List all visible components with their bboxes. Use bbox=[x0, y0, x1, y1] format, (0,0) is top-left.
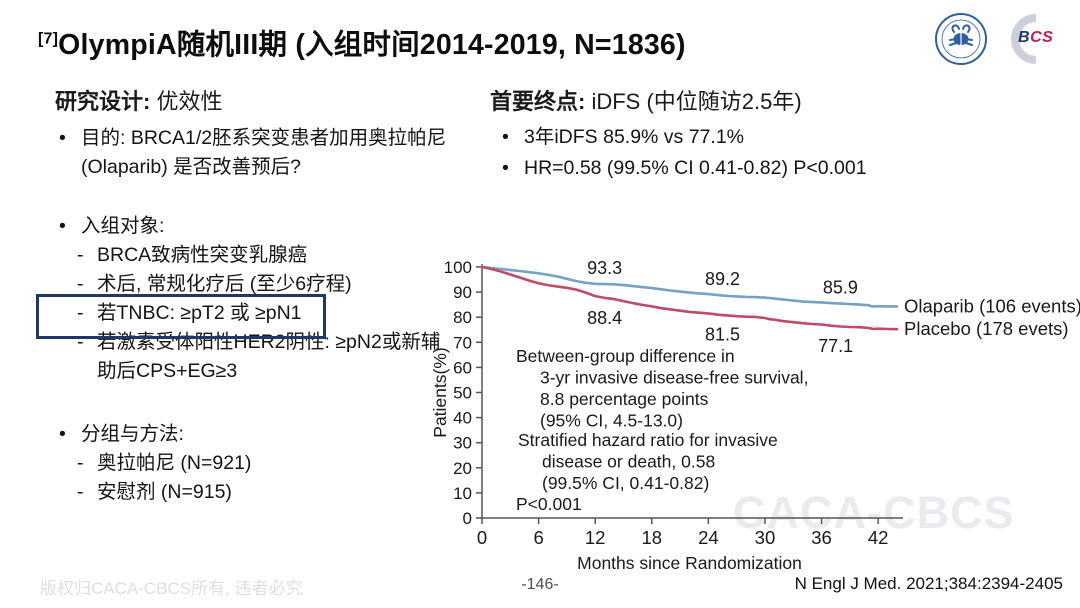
title-text: OlympiA随机III期 (入组时间2014-2019, N=1836) bbox=[58, 29, 686, 61]
x-tick-label: 0 bbox=[477, 527, 487, 548]
x-tick-label: 18 bbox=[641, 527, 662, 548]
enrollment-block: 入组对象: BRCA致病性突变乳腺癌 术后, 常规化疗后 (至少6疗程) 若TN… bbox=[55, 212, 457, 386]
x-tick-label: 24 bbox=[698, 527, 719, 548]
methods-label: 分组与方法: bbox=[55, 420, 457, 449]
study-design-heading-bold: 研究设计: bbox=[55, 89, 151, 114]
curve-point-label: 93.3 bbox=[587, 258, 622, 278]
curve-point-label: 81.5 bbox=[705, 325, 740, 345]
methods-block: 分组与方法: 奥拉帕尼 (N=921) 安慰剂 (N=915) bbox=[55, 420, 457, 507]
caca-association-logo-icon bbox=[935, 13, 987, 65]
y-tick-label: 80 bbox=[453, 308, 472, 327]
bcs-letter-c: C bbox=[1030, 29, 1043, 46]
watermark: CACA-CBCS bbox=[733, 487, 1015, 538]
x-tick-label: 12 bbox=[585, 527, 606, 548]
x-tick-label: 42 bbox=[868, 527, 889, 548]
legend-series-0: Olaparib (106 events) bbox=[904, 295, 1080, 316]
purpose-bullet: 目的: BRCA1/2胚系突变患者加用奥拉帕尼 (Olaparib) 是否改善预… bbox=[55, 124, 457, 182]
chart-annotation: Between-group difference in 3-yr invasive… bbox=[516, 346, 808, 431]
enrollment-label: 入组对象: bbox=[55, 212, 457, 241]
y-tick-label: 40 bbox=[453, 409, 472, 428]
bcs-crescent-icon bbox=[1011, 14, 1037, 64]
study-design-heading: 研究设计: 优效性 bbox=[55, 84, 222, 116]
y-tick-label: 60 bbox=[453, 358, 472, 377]
crab-icon bbox=[949, 24, 973, 46]
y-tick-label: 30 bbox=[453, 434, 472, 453]
y-tick-label: 10 bbox=[453, 484, 472, 503]
page-title: [7]OlympiA随机III期 (入组时间2014-2019, N=1836) bbox=[38, 22, 686, 63]
x-axis-label: Months since Randomization bbox=[577, 553, 802, 573]
km-chart-area: CACA-CBCS 0 10 20 30 40 50 60 70 80 90 100 0 6 12 18 24… bbox=[430, 250, 1080, 585]
x-tick-label: 6 bbox=[533, 527, 543, 548]
bcs-letter-b: B bbox=[1018, 29, 1031, 46]
enrollment-item-postop: 术后, 常规化疗后 (至少6疗程) bbox=[75, 270, 457, 299]
y-axis-label: Patients(%) bbox=[430, 347, 450, 437]
legend-series-1: Placebo (178 evets) bbox=[904, 318, 1069, 339]
title-reference-superscript: [7] bbox=[38, 30, 59, 48]
citation-text: N Engl J Med. 2021;384:2394-2405 bbox=[794, 574, 1063, 593]
km-series-0-curve bbox=[480, 265, 899, 308]
result-idfs: 3年iDFS 85.9% vs 77.1% bbox=[498, 122, 1058, 153]
copyright-text: 版权归CACA-CBCS所有, 违者必究 bbox=[40, 579, 303, 598]
y-tick-label: 70 bbox=[453, 333, 472, 352]
methods-item-olaparib: 奥拉帕尼 (N=921) bbox=[75, 449, 457, 478]
km-chart: 0 10 20 30 40 50 60 70 80 90 100 0 6 12 18 24 30 36 42 Mont… bbox=[430, 258, 1080, 573]
enrollment-item-hr-positive: 若激素受体阳性HER2阴性: ≥pN2或新辅助后CPS+EG≥3 bbox=[75, 328, 457, 386]
x-tick-label: 30 bbox=[755, 527, 776, 548]
y-tick-label: 20 bbox=[453, 459, 472, 478]
km-series-1-curve bbox=[480, 265, 899, 331]
result-hr: HR=0.58 (99.5% CI 0.41-0.82) P<0.001 bbox=[498, 153, 1058, 184]
primary-endpoint-heading: 首要终点: iDFS (中位随访2.5年) bbox=[490, 84, 802, 116]
bcs-letter-s: S bbox=[1042, 29, 1054, 46]
enrollment-item-brca: BRCA致病性突变乳腺癌 bbox=[75, 241, 457, 270]
bcs-letters: BCS bbox=[1018, 29, 1053, 47]
enrollment-item-tnbc: 若TNBC: ≥pT2 或 ≥pN1 bbox=[75, 299, 457, 328]
y-tick-label: 90 bbox=[453, 283, 472, 302]
study-design-heading-rest: 优效性 bbox=[150, 89, 223, 114]
bcs-logo: BCS bbox=[1000, 13, 1064, 65]
endpoint-results-block: 3年iDFS 85.9% vs 77.1% HR=0.58 (99.5% CI … bbox=[498, 122, 1058, 184]
curve-point-label: 77.1 bbox=[818, 336, 853, 356]
y-tick-label: 50 bbox=[453, 384, 472, 403]
chart-annotation: P<0.001 bbox=[516, 494, 582, 514]
logo-group: BCS bbox=[934, 12, 1064, 66]
primary-endpoint-heading-rest: iDFS (中位随访2.5年) bbox=[585, 89, 802, 114]
chart-annotation: Stratified hazard ratio for invasive dise… bbox=[518, 430, 778, 493]
y-tick-label: 100 bbox=[444, 258, 472, 277]
curve-point-label: 85.9 bbox=[823, 278, 858, 298]
purpose-block: 目的: BRCA1/2胚系突变患者加用奥拉帕尼 (Olaparib) 是否改善预… bbox=[55, 124, 457, 182]
x-tick-label: 36 bbox=[811, 527, 832, 548]
y-tick-label: 0 bbox=[463, 509, 472, 528]
curve-point-label: 88.4 bbox=[587, 308, 622, 328]
page-number: -146- bbox=[521, 576, 559, 593]
methods-item-placebo: 安慰剂 (N=915) bbox=[75, 478, 457, 507]
primary-endpoint-heading-bold: 首要终点: bbox=[490, 89, 586, 114]
curve-point-label: 89.2 bbox=[705, 269, 740, 289]
